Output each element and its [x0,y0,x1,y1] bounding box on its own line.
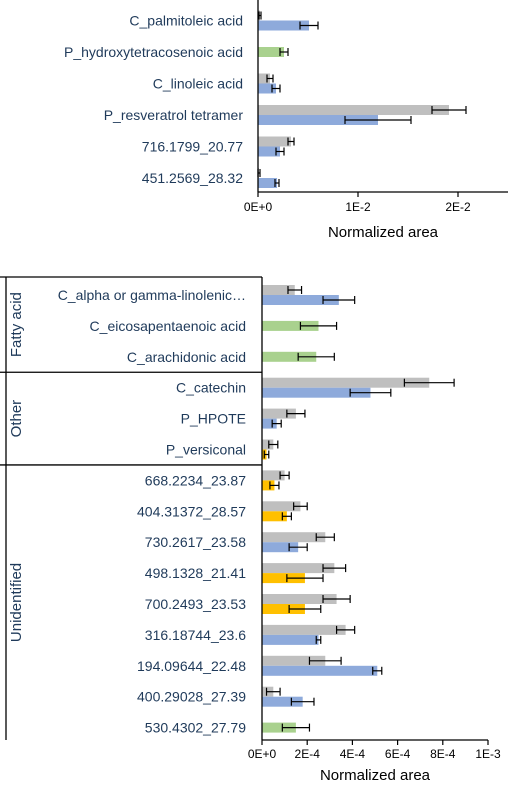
bar-yellow [262,511,287,522]
bar-blue [258,146,280,157]
bar-blue [258,115,378,125]
bar-blue [262,696,303,707]
row-label: 530.4302_27.79 [145,720,246,736]
bar-yellow [262,573,305,584]
bar-blue [262,665,378,676]
x-tick-label: 0E+0 [244,200,273,214]
x-tick-label: 2E-4 [295,747,321,761]
bar-green [258,47,284,57]
bar-gray [262,563,335,574]
bar-blue [262,387,371,398]
bar-blue [258,178,277,188]
row-label: 400.29028_27.39 [137,689,246,705]
bar-gray [262,501,301,512]
bar-gray [262,532,326,543]
row-label: 194.09644_22.48 [137,658,246,674]
bar-yellow [262,480,275,491]
bar-gray [262,594,337,604]
bar-green [262,722,296,733]
row-label: C_catechin [176,380,246,396]
row-label: 700.2493_23.53 [145,596,246,612]
row-label: C_alpha or gamma-linolenic… [58,287,246,303]
row-label: C_arachidonic acid [127,349,246,365]
row-label: 404.31372_28.57 [137,503,246,519]
bar-yellow [262,604,305,614]
bar-blue [258,83,276,94]
bar-blue [262,634,319,645]
x-tick-label: 4E-4 [340,747,366,761]
row-label: 730.2617_23.58 [145,534,246,550]
bar-gray [262,285,295,295]
bar-blue [262,295,339,305]
group-label-unidentified: Unidentified [8,563,25,642]
bar-gray [258,136,291,147]
bar-blue [262,418,277,429]
x-tick-label: 8E-4 [430,747,456,761]
row-label: P_versiconal [166,442,246,458]
bar-gray [262,655,326,666]
bar-gray [258,105,449,115]
row-label: P_resveratrol tetramer [104,107,244,123]
row-label: 716.1799_20.77 [142,139,243,155]
x-tick-label: 2E-2 [445,200,471,214]
group-label-fatty-acid: Fatty acid [8,292,25,357]
row-label: 498.1328_21.41 [145,565,246,581]
x-tick-label: 6E-4 [385,747,411,761]
x-axis-title: Normalized area [328,224,439,241]
bar-gray [262,408,296,419]
bar-gray [262,377,430,388]
row-label: P_HPOTE [181,411,246,427]
bar-blue [262,542,299,553]
bar-green [262,320,319,331]
row-label: 316.18744_23.6 [145,627,246,643]
bar-gray [262,624,346,635]
row-label: 668.2234_23.87 [145,472,246,488]
x-tick-label: 0E+0 [248,747,277,761]
row-label: 451.2569_28.32 [142,170,243,186]
x-tick-label: 1E-3 [475,747,501,761]
x-axis-title: Normalized area [320,767,431,784]
row-label: C_linoleic acid [153,76,243,92]
row-label: P_hydroxytetracosenoic acid [64,44,243,60]
group-label-other: Other [8,400,25,438]
row-label: C_eicosapentaenoic acid [90,318,246,334]
bar-gray [262,470,285,481]
bar-gray [258,73,270,84]
bar-gray [262,439,274,450]
x-tick-label: 1E-2 [345,200,371,214]
bar-green [262,351,317,362]
row-label: C_palmitoleic acid [129,13,243,29]
bar-blue [258,20,309,31]
